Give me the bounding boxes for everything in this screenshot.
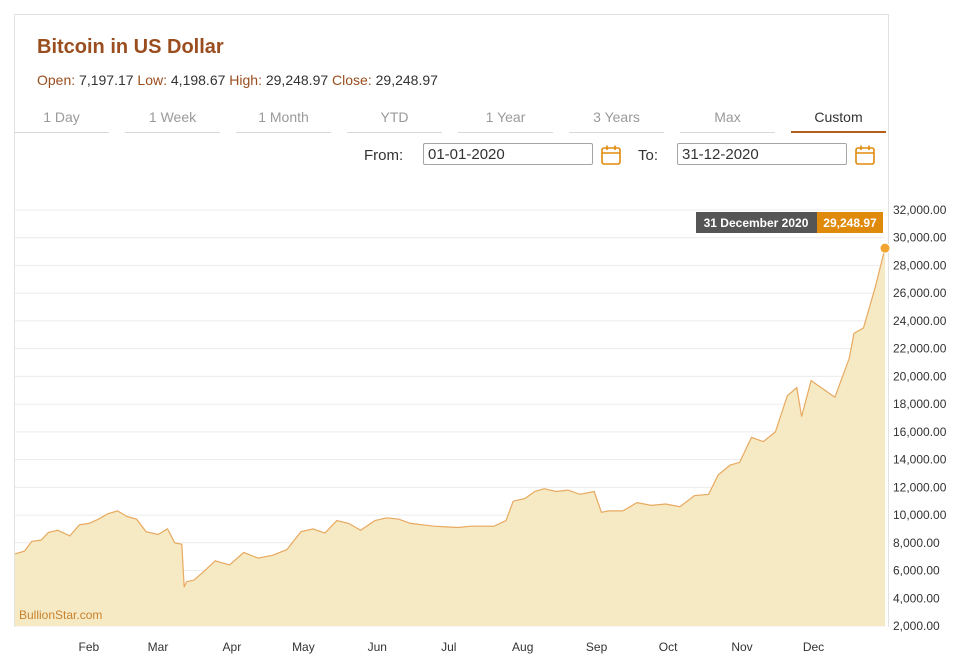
tab-1-day[interactable]: 1 Day bbox=[14, 102, 109, 133]
low-label: Low: bbox=[137, 72, 167, 88]
tab-1-month[interactable]: 1 Month bbox=[236, 102, 331, 133]
chart-title: Bitcoin in US Dollar bbox=[37, 36, 224, 58]
tooltip-date-bg bbox=[696, 212, 817, 233]
x-tick-label: Jun bbox=[368, 640, 387, 654]
tooltip: 31 December 2020 29,248.97 bbox=[696, 212, 883, 233]
calendar-icon[interactable] bbox=[600, 144, 622, 166]
x-tick-label: Sep bbox=[586, 640, 608, 654]
ohlc-summary: Open: 7,197.17 Low: 4,198.67 High: 29,24… bbox=[37, 72, 438, 88]
tooltip-date: 31 December 2020 bbox=[704, 216, 809, 230]
open-label: Open: bbox=[37, 72, 76, 88]
y-tick-label: 16,000.00 bbox=[893, 425, 947, 439]
x-tick-label: Apr bbox=[223, 640, 242, 654]
tab-ytd[interactable]: YTD bbox=[347, 102, 442, 133]
range-tabs: 1 Day 1 Week 1 Month YTD 1 Year 3 Years … bbox=[14, 102, 887, 134]
x-tick-label: Jul bbox=[441, 640, 456, 654]
y-tick-label: 28,000.00 bbox=[893, 258, 947, 272]
to-label: To: bbox=[638, 147, 659, 164]
y-tick-label: 22,000.00 bbox=[893, 342, 947, 356]
tooltip-value-bg bbox=[817, 212, 883, 233]
x-tick-label: Dec bbox=[803, 640, 824, 654]
price-area bbox=[15, 248, 885, 626]
y-tick-label: 26,000.00 bbox=[893, 286, 947, 300]
tab-3-years[interactable]: 3 Years bbox=[569, 102, 664, 133]
tab-1-year[interactable]: 1 Year bbox=[458, 102, 553, 133]
close-value: 29,248.97 bbox=[375, 72, 438, 88]
high-label: High: bbox=[229, 72, 262, 88]
y-tick-label: 24,000.00 bbox=[893, 314, 947, 328]
tab-1-week[interactable]: 1 Week bbox=[125, 102, 220, 133]
y-tick-label: 8,000.00 bbox=[893, 536, 940, 550]
watermark: BullionStar.com bbox=[19, 608, 103, 622]
y-tick-label: 20,000.00 bbox=[893, 369, 947, 383]
y-tick-label: 32,000.00 bbox=[893, 203, 947, 217]
y-tick-label: 6,000.00 bbox=[893, 564, 940, 578]
y-tick-label: 2,000.00 bbox=[893, 619, 940, 633]
x-tick-label: Nov bbox=[731, 640, 752, 654]
x-tick-label: Feb bbox=[79, 640, 100, 654]
y-tick-label: 12,000.00 bbox=[893, 480, 947, 494]
x-axis: Feb Mar Apr May Jun Jul Aug Sep Oct Nov Dec bbox=[79, 640, 825, 654]
y-tick-label: 10,000.00 bbox=[893, 508, 947, 522]
tab-max[interactable]: Max bbox=[680, 102, 775, 133]
last-point-marker[interactable] bbox=[879, 242, 891, 254]
x-tick-label: Aug bbox=[512, 640, 533, 654]
to-date-input[interactable] bbox=[677, 143, 847, 165]
tab-custom[interactable]: Custom bbox=[791, 102, 886, 133]
from-label: From: bbox=[364, 147, 404, 164]
tooltip-value: 29,248.97 bbox=[823, 216, 877, 230]
open-value: 7,197.17 bbox=[79, 72, 134, 88]
y-tick-label: 14,000.00 bbox=[893, 453, 947, 467]
low-value: 4,198.67 bbox=[170, 72, 226, 88]
close-label: Close: bbox=[332, 72, 372, 88]
y-axis: 2,000.00 4,000.00 6,000.00 8,000.00 10,000.0… bbox=[893, 203, 947, 633]
y-tick-label: 18,000.00 bbox=[893, 397, 947, 411]
x-tick-label: May bbox=[292, 640, 315, 654]
price-line bbox=[14, 247, 886, 588]
y-tick-label: 30,000.00 bbox=[893, 231, 947, 245]
x-tick-label: Mar bbox=[148, 640, 169, 654]
calendar-icon[interactable] bbox=[854, 144, 876, 166]
y-tick-label: 4,000.00 bbox=[893, 591, 940, 605]
x-tick-label: Oct bbox=[659, 640, 678, 654]
high-value: 29,248.97 bbox=[265, 72, 329, 88]
from-date-input[interactable] bbox=[423, 143, 593, 165]
